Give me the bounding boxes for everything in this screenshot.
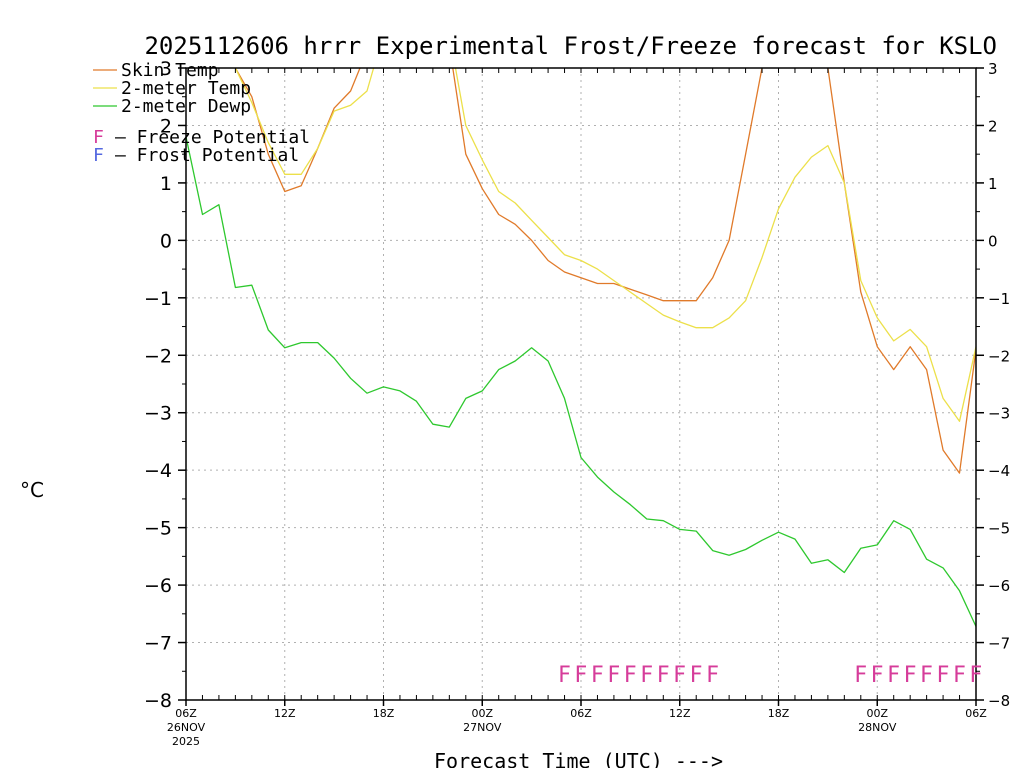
x-tick-label: 06Z: [570, 707, 592, 720]
x-tick-date: 28NOV: [858, 721, 897, 734]
y-tick-label-right: 3: [988, 60, 998, 78]
y-tick-label: −7: [144, 633, 172, 655]
y-tick-label-right: −8: [988, 692, 1010, 710]
y-tick-label: −4: [144, 460, 172, 482]
chart-title: 2025112606 hrrr Experimental Frost/Freez…: [144, 32, 997, 60]
freeze-flag: F: [970, 663, 983, 688]
freeze-flag: F: [624, 663, 637, 688]
x-tick-label: 00Z: [866, 707, 888, 720]
legend-potential-label: – Frost Potential: [115, 145, 299, 166]
series-line-2-meter-temp: [234, 68, 976, 422]
legend-potential-symbol: F: [93, 127, 104, 148]
freeze-flag: F: [953, 663, 966, 688]
y-tick-label: 3: [160, 58, 172, 80]
y-tick-label-right: 2: [988, 117, 998, 135]
legend-label: 2-meter Dewp: [121, 96, 251, 117]
freeze-flag: F: [608, 663, 621, 688]
freeze-flag: F: [937, 663, 950, 688]
x-axis-label: Forecast Time (UTC) --->: [434, 749, 723, 768]
freeze-flag: F: [591, 663, 604, 688]
x-tick-label: 12Z: [274, 707, 296, 720]
x-tick-label: 18Z: [768, 707, 790, 720]
y-tick-label: 0: [160, 230, 172, 252]
freeze-flag: F: [871, 663, 884, 688]
y-tick-label-right: 1: [988, 175, 998, 193]
x-tick-label: 00Z: [471, 707, 493, 720]
legend-label: Skin Temp: [121, 60, 219, 81]
y-ticks-right: 3 2 1 0 −1 −2 −3 −4 −5 −6 −7 −8: [976, 60, 1010, 710]
series-lines: [186, 68, 976, 627]
grid-lines: [186, 68, 976, 700]
y-tick-label-right: −3: [988, 405, 1010, 423]
y-tick-label: −3: [144, 403, 172, 425]
freeze-flag: F: [887, 663, 900, 688]
x-tick-label: 18Z: [373, 707, 395, 720]
freeze-flag: F: [854, 663, 867, 688]
y-tick-label: −8: [144, 690, 172, 712]
y-tick-label: −1: [144, 288, 172, 310]
y-tick-label-right: −7: [988, 635, 1010, 653]
freeze-flag: F: [575, 663, 588, 688]
y-tick-label-right: −1: [988, 290, 1010, 308]
y-tick-label: 2: [160, 115, 172, 137]
freeze-flag: F: [690, 663, 703, 688]
freeze-flag: F: [641, 663, 654, 688]
y-ticks-left: 3 2 1 0 −1 −2 −3 −4 −5 −6 −7 −8: [144, 58, 186, 712]
y-axis-label: °C: [20, 478, 44, 502]
freeze-flag: F: [920, 663, 933, 688]
legend-potential-symbol: F: [93, 145, 104, 166]
x-tick-label: 06Z: [965, 707, 987, 720]
y-tick-label: −5: [144, 518, 172, 540]
freeze-flag: F: [657, 663, 670, 688]
x-tick-date: 26NOV: [167, 721, 206, 734]
freeze-flag: F: [904, 663, 917, 688]
y-tick-label: −6: [144, 575, 172, 597]
x-tick-date: 27NOV: [463, 721, 502, 734]
legend-potential-label: – Freeze Potential: [115, 127, 310, 148]
y-tick-label-right: 0: [988, 232, 998, 250]
x-tick-year: 2025: [172, 735, 200, 748]
y-tick-label-right: −5: [988, 520, 1010, 538]
x-tick-label: 12Z: [669, 707, 691, 720]
series-line-2-meter-dewp: [186, 136, 976, 627]
legend-label: 2-meter Temp: [121, 78, 251, 99]
x-tick-label: 06Z: [175, 707, 197, 720]
y-tick-label-right: −2: [988, 347, 1010, 365]
freeze-flag: F: [706, 663, 719, 688]
y-tick-label: 1: [160, 173, 172, 195]
y-tick-label: −2: [144, 345, 172, 367]
freeze-flag: F: [558, 663, 571, 688]
plot-frame: [185, 67, 977, 701]
y-tick-label-right: −6: [988, 577, 1010, 595]
y-tick-label-right: −4: [988, 462, 1010, 480]
freeze-flag: F: [673, 663, 686, 688]
